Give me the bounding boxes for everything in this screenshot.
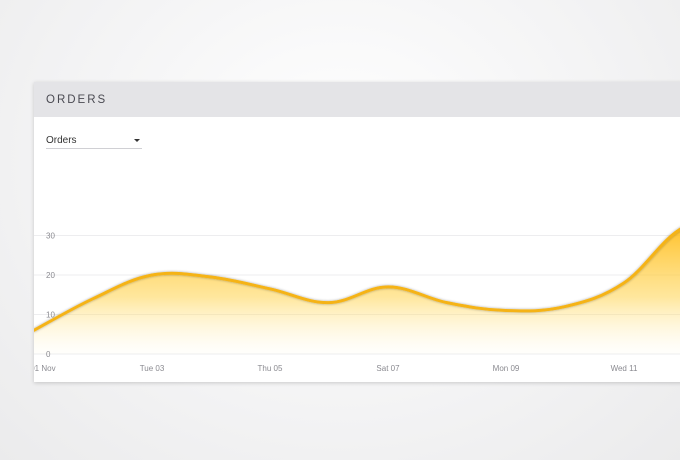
orders-series-line[interactable] — [34, 212, 680, 332]
orders-area-chart: 0 10 20 30 Mon 01 Nov Tue 03 Thu 05 Sat 07 Mon … — [34, 212, 680, 373]
metric-select-value: Orders — [46, 134, 77, 146]
orders-area-fill — [34, 229, 680, 354]
card-title: ORDERS — [46, 93, 108, 106]
orders-card: ORDERS Orders 0 10 20 30 Mon 01 Nov Tue 03 Th… — [34, 82, 680, 382]
x-tick-label: Mon 09 — [493, 364, 520, 373]
x-tick-label: Mon 01 Nov — [34, 364, 56, 373]
y-tick-label: 10 — [46, 311, 55, 320]
card-header: ORDERS — [34, 82, 680, 117]
x-tick-label: Thu 05 — [258, 364, 283, 373]
y-tick-label: 20 — [46, 271, 55, 280]
metric-select[interactable]: Orders — [46, 132, 142, 149]
y-tick-label: 0 — [46, 350, 51, 359]
x-tick-label: Wed 11 — [611, 364, 638, 373]
x-tick-label: Tue 03 — [140, 364, 165, 373]
y-tick-label: 30 — [46, 232, 55, 241]
chevron-down-icon — [134, 138, 140, 142]
x-tick-label: Sat 07 — [376, 364, 400, 373]
